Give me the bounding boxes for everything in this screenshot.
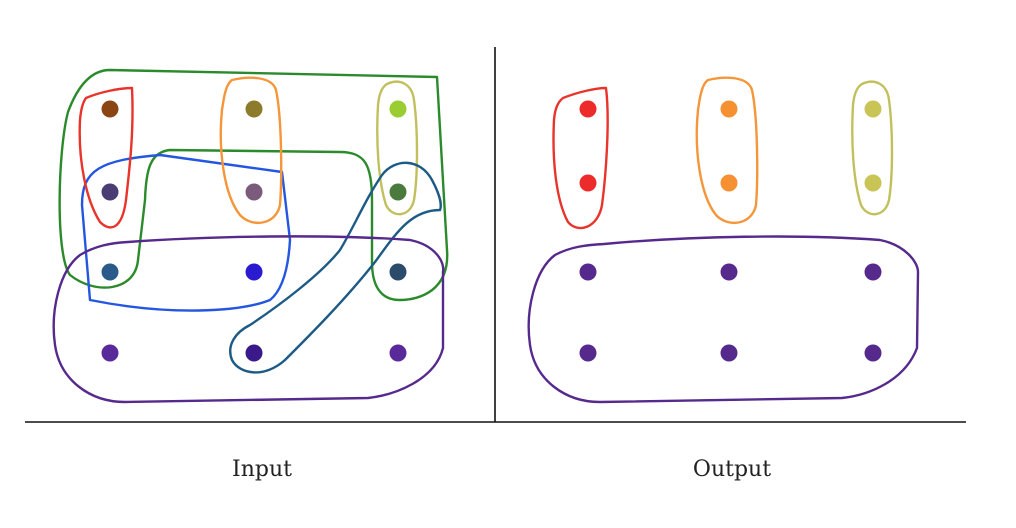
dot-r3c1 (579, 263, 597, 281)
dot-r2c3 (864, 174, 882, 192)
olive-hyperedge (376, 80, 419, 216)
input-panel: Input (52, 68, 449, 482)
dot-r4c3 (389, 344, 407, 362)
input-hyperedges (52, 68, 449, 404)
dot-r2c3 (389, 183, 407, 201)
dot-r1c1 (579, 100, 597, 118)
red-hyperedge (78, 86, 134, 229)
output-hyperedges (527, 76, 920, 404)
output-panel: Output (527, 76, 920, 482)
dot-r1c2 (720, 100, 738, 118)
dot-r1c2 (245, 100, 263, 118)
dot-r4c1 (579, 344, 597, 362)
dot-r2c1 (579, 174, 597, 192)
dot-r2c2 (245, 183, 263, 201)
dot-r3c3 (864, 263, 882, 281)
dot-r3c2 (245, 263, 263, 281)
green-outer-hyperedge (58, 68, 449, 302)
olive-hyperedge (851, 80, 894, 216)
red-hyperedge (552, 86, 609, 230)
orange-hyperedge (695, 76, 759, 225)
dot-r3c2 (720, 263, 738, 281)
dot-r4c3 (864, 344, 882, 362)
purple-hyperedge (527, 235, 920, 404)
dot-r3c1 (101, 263, 119, 281)
output-dot-grid (579, 100, 882, 362)
dot-r1c1 (101, 100, 119, 118)
dot-r4c2 (245, 344, 263, 362)
dot-r4c1 (101, 344, 119, 362)
orange-hyperedge (219, 76, 283, 225)
dot-r2c2 (720, 174, 738, 192)
dot-r1c3 (389, 100, 407, 118)
output-label: Output (693, 457, 771, 482)
input-label: Input (232, 457, 292, 482)
input-dot-grid (101, 100, 407, 362)
teal-hyperedge (229, 161, 442, 374)
blue-hyperedge (80, 153, 292, 312)
purple-hyperedge (52, 235, 445, 404)
dot-r1c3 (864, 100, 882, 118)
dot-r3c3 (389, 263, 407, 281)
dot-r4c2 (720, 344, 738, 362)
dot-r2c1 (101, 183, 119, 201)
